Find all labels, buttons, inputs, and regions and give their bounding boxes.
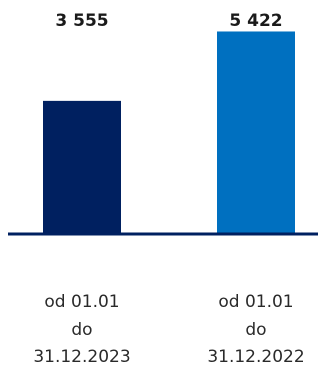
bar-2 <box>217 31 295 234</box>
category-label-2-line-2: do <box>245 320 266 340</box>
bar-1 <box>43 100 121 233</box>
value-label-1: 3 555 <box>55 11 108 31</box>
value-labels-group: 3 555 5 422 <box>55 11 282 31</box>
value-label-2: 5 422 <box>229 11 282 31</box>
category-labels-group: od 01.01 do 31.12.2023 od 01.01 do 31.12.2022 <box>33 292 304 367</box>
category-label-2-line-3: 31.12.2022 <box>207 347 304 367</box>
bars-group <box>43 31 295 234</box>
category-label-1-line-3: 31.12.2023 <box>33 347 130 367</box>
category-label-1-line-2: do <box>71 320 92 340</box>
category-label-2-line-1: od 01.01 <box>218 292 293 312</box>
category-label-1-line-1: od 01.01 <box>44 292 119 312</box>
